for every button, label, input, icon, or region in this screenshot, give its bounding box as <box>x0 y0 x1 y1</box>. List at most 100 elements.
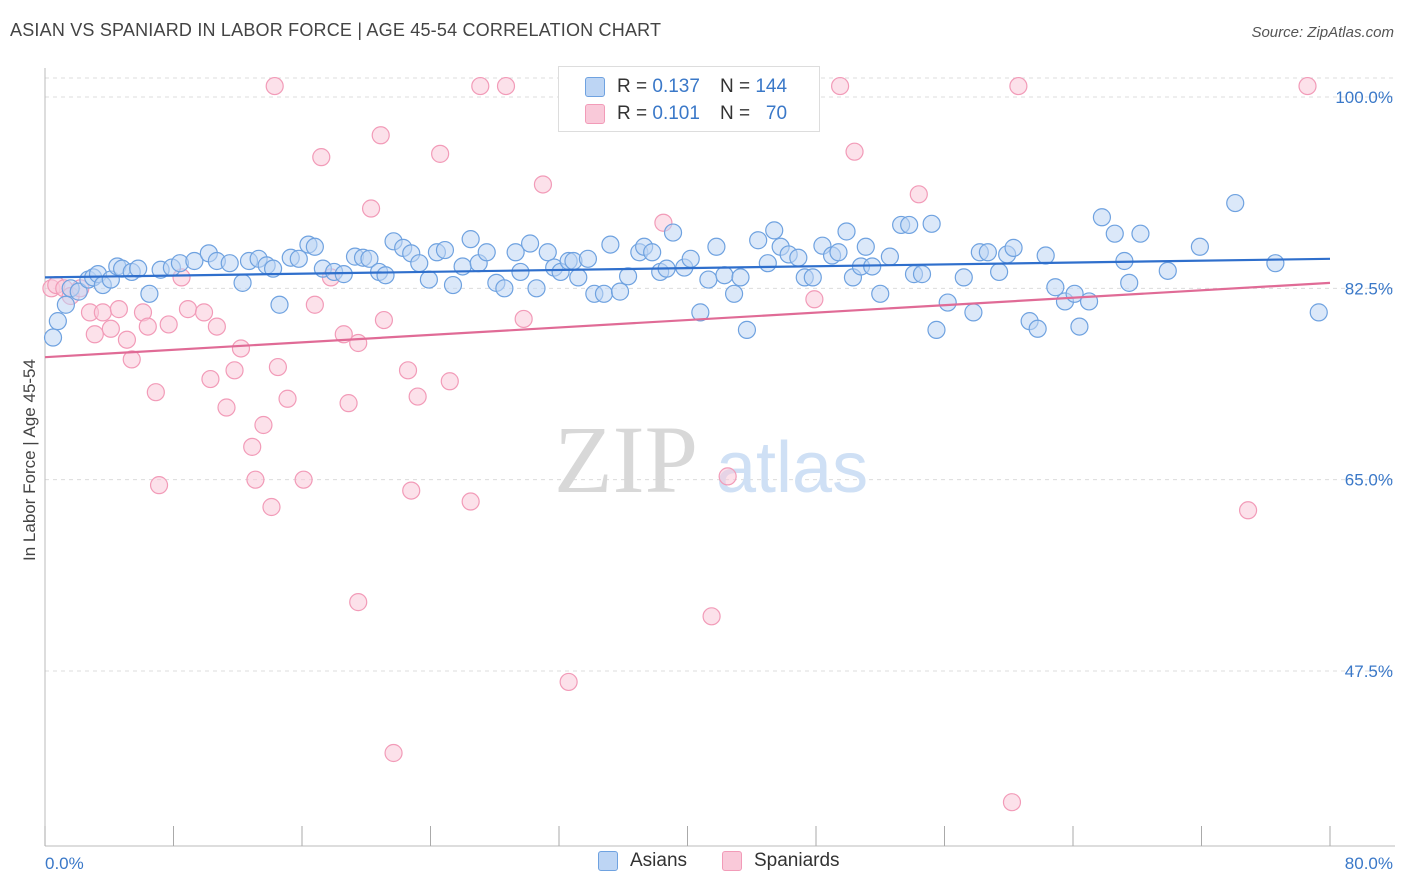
spaniard-point <box>349 593 368 612</box>
source-credit: Source: ZipAtlas.com <box>1251 24 1394 41</box>
axis-labels: In Labor Force | Age 45-54 47.5% 65.0% 82.… <box>20 88 1393 873</box>
y-tick-label: 100.0% <box>1335 88 1393 107</box>
spaniard-point <box>440 372 459 391</box>
y-axis-label: In Labor Force | Age 45-54 <box>20 359 39 561</box>
spaniard-point <box>398 361 418 380</box>
asians-points <box>43 193 1328 347</box>
asian-point <box>1046 278 1065 297</box>
asian-point <box>506 243 525 262</box>
asian-point <box>410 254 429 273</box>
asian-point <box>601 235 620 254</box>
asian-point <box>1092 208 1112 227</box>
spaniard-point <box>254 415 273 435</box>
asian-point <box>43 328 63 347</box>
asian-point <box>435 240 455 260</box>
asian-point <box>856 237 875 256</box>
asian-point <box>578 249 598 268</box>
spaniards-trend-line <box>44 281 1331 359</box>
trend-lines <box>44 257 1331 359</box>
correlation-legend: R = 0.137 N = 144 R = 0.101 N = 70 <box>558 66 820 132</box>
spaniard-point <box>805 290 824 309</box>
spaniard-point <box>1298 76 1317 96</box>
asian-point <box>938 293 957 312</box>
spaniard-point <box>85 325 104 344</box>
asian-point <box>610 282 630 301</box>
spaniard-point <box>109 300 128 319</box>
asian-point <box>922 214 941 233</box>
asian-point <box>1105 224 1124 243</box>
spaniard-point <box>138 317 157 336</box>
asian-point <box>1120 273 1139 292</box>
asian-point <box>1070 317 1089 336</box>
asian-point <box>837 222 856 241</box>
asian-point <box>129 259 148 278</box>
spaniard-point <box>117 330 137 349</box>
spaniard-point <box>718 467 737 486</box>
asians-n-value: 144 <box>755 76 788 97</box>
asian-point <box>1004 238 1023 257</box>
y-tick-label: 65.0% <box>1345 471 1393 490</box>
asian-point <box>927 320 946 339</box>
spaniard-point <box>431 144 450 163</box>
spaniard-point <box>339 394 358 413</box>
asian-point <box>880 247 899 266</box>
asian-point <box>495 279 514 298</box>
asian-point <box>48 312 67 331</box>
chart-title: ASIAN VS SPANIARD IN LABOR FORCE | AGE 4… <box>10 20 662 40</box>
legend-item-asians[interactable]: Asians <box>598 850 687 872</box>
asian-point <box>749 231 768 250</box>
spaniard-point <box>371 126 390 145</box>
asian-point <box>477 243 496 262</box>
asian-point <box>691 303 710 322</box>
asian-point <box>527 279 546 298</box>
spaniard-point <box>845 142 864 161</box>
asian-point <box>270 295 289 314</box>
spaniard-point <box>268 357 288 377</box>
asian-point <box>643 243 662 262</box>
asian-point <box>419 270 438 289</box>
asian-point <box>520 234 540 253</box>
spaniard-point <box>384 743 403 763</box>
spaniard-point <box>1009 76 1028 96</box>
asian-point <box>461 230 480 249</box>
spaniards-legend-label: Spaniards <box>754 850 840 871</box>
spaniard-point <box>265 76 284 96</box>
spaniard-point <box>231 339 251 358</box>
asian-point <box>511 262 530 282</box>
asian-point <box>360 249 379 268</box>
asian-point <box>1036 246 1055 265</box>
asian-point <box>56 295 75 314</box>
asian-point <box>1226 193 1245 213</box>
spaniard-point <box>334 325 353 344</box>
spaniard-point <box>1238 501 1258 520</box>
spaniard-point <box>225 361 244 380</box>
spaniards-n-value: 70 <box>765 103 788 124</box>
spaniard-point <box>149 476 169 495</box>
asian-point <box>731 268 750 287</box>
asians-swatch <box>585 77 605 97</box>
asian-point <box>1131 224 1150 243</box>
spaniard-point <box>1002 793 1022 812</box>
asian-point <box>594 284 614 303</box>
legend-row-asians: R = 0.137 N = 144 <box>585 73 787 101</box>
legend-item-spaniards[interactable]: Spaniards <box>722 850 840 872</box>
asians-r-label: R = <box>617 76 648 97</box>
spaniard-point <box>402 481 421 500</box>
legend-row-spaniards: R = 0.101 N = 70 <box>585 100 787 128</box>
spaniard-point <box>533 175 553 194</box>
asian-point <box>871 284 890 303</box>
spaniard-point <box>207 317 226 336</box>
asian-point <box>912 265 932 284</box>
spaniards-legend-swatch <box>722 851 742 871</box>
spaniard-point <box>178 300 198 319</box>
y-tick-label: 82.5% <box>1345 279 1393 298</box>
asian-point <box>724 284 744 303</box>
asian-point <box>140 284 159 303</box>
spaniard-point <box>246 470 265 489</box>
asians-trend-line <box>44 257 1331 279</box>
asian-point <box>443 275 463 295</box>
asian-point <box>900 215 919 235</box>
asian-point <box>707 237 726 256</box>
asian-point <box>538 243 557 262</box>
